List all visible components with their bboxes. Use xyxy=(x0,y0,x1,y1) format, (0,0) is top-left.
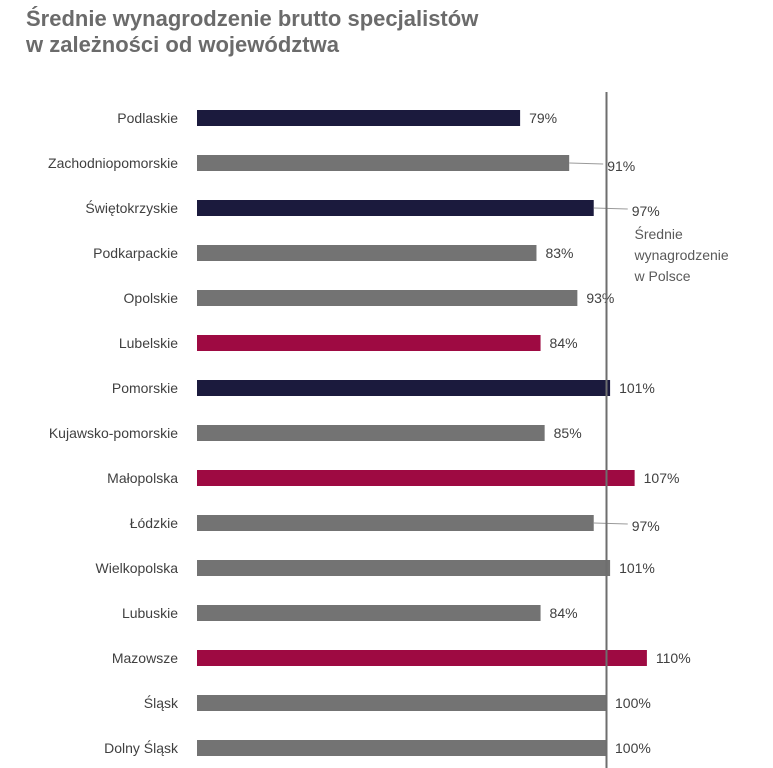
value-label: 93% xyxy=(586,290,614,306)
category-label: Kujawsko-pomorskie xyxy=(49,425,178,441)
category-label: Dolny Śląsk xyxy=(104,739,179,756)
value-label: 84% xyxy=(550,335,578,351)
chart-title-line-1: Średnie wynagrodzenie brutto specjalistó… xyxy=(26,6,479,31)
value-label: 100% xyxy=(615,740,651,756)
category-label: Mazowsze xyxy=(112,650,178,666)
leader-line xyxy=(593,207,628,210)
value-label: 97% xyxy=(632,203,660,219)
bar xyxy=(197,380,611,396)
category-label: Świętokrzyskie xyxy=(85,199,178,216)
category-label: Zachodniopomorskie xyxy=(48,155,178,171)
value-label: 91% xyxy=(607,158,635,174)
bar xyxy=(197,695,606,711)
bar xyxy=(197,110,521,126)
value-label: 97% xyxy=(632,518,660,534)
bar xyxy=(197,515,594,531)
bar xyxy=(197,470,635,486)
reference-label: w Polsce xyxy=(634,268,691,284)
bar xyxy=(197,245,537,261)
bar xyxy=(197,155,570,171)
bar xyxy=(197,290,578,306)
category-label: Pomorskie xyxy=(112,380,178,396)
category-label: Małopolska xyxy=(107,470,178,486)
category-label: Podkarpackie xyxy=(93,245,178,261)
bar xyxy=(197,605,541,621)
value-label: 85% xyxy=(554,425,582,441)
bar xyxy=(197,200,594,216)
value-label: 107% xyxy=(644,470,680,486)
category-label: Opolskie xyxy=(124,290,179,306)
category-label: Lubelskie xyxy=(119,335,178,351)
chart-title: Średnie wynagrodzenie brutto specjalistó… xyxy=(26,6,746,58)
category-label: Wielkopolska xyxy=(96,560,179,576)
bar xyxy=(197,335,541,351)
category-label: Podlaskie xyxy=(117,110,178,126)
leader-line xyxy=(569,162,604,165)
reference-label: wynagrodzenie xyxy=(634,247,729,263)
bar xyxy=(197,425,545,441)
bar xyxy=(197,560,611,576)
bar xyxy=(197,740,606,756)
bar xyxy=(197,650,647,666)
value-label: 84% xyxy=(550,605,578,621)
bars-group: Podlaskie 79% Zachodniopomorskie 91% Świętok… xyxy=(48,110,691,756)
value-label: 101% xyxy=(619,560,655,576)
category-label: Śląsk xyxy=(144,694,179,711)
value-label: 100% xyxy=(615,695,651,711)
value-label: 79% xyxy=(529,110,557,126)
value-label: 101% xyxy=(619,380,655,396)
chart-title-line-2: w zależności od województwa xyxy=(26,32,339,57)
leader-line xyxy=(593,522,628,525)
reference-label: Średnie xyxy=(635,225,683,242)
category-label: Lubuskie xyxy=(122,605,178,621)
value-label: 83% xyxy=(545,245,573,261)
category-label: Łódzkie xyxy=(130,515,178,531)
reference-group: Średnie wynagrodzenie w Polsce xyxy=(605,92,729,768)
value-label: 110% xyxy=(656,650,691,666)
